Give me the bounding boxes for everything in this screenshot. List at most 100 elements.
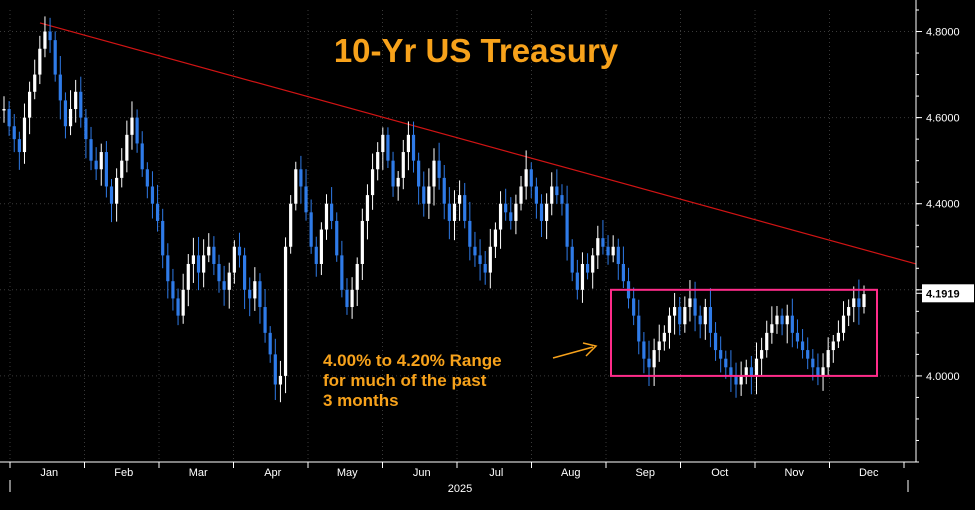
candle-body: [89, 139, 93, 161]
candle-body: [698, 315, 702, 325]
candle-body: [115, 177, 119, 204]
candle-body: [637, 315, 641, 342]
candle-body: [232, 246, 236, 273]
candle-body: [683, 307, 687, 325]
candle-body: [22, 117, 27, 153]
candle-body: [708, 307, 713, 333]
range-box-layer: [610, 288, 878, 377]
candle-body: [196, 255, 201, 273]
candle-body: [713, 332, 718, 351]
candle-body: [314, 246, 318, 264]
candle-body: [857, 298, 861, 308]
candle-body: [53, 40, 57, 75]
candle-body: [17, 139, 21, 153]
chart-title: 10-Yr US Treasury: [334, 32, 619, 69]
candle-body: [529, 169, 533, 187]
candle-body: [381, 134, 385, 153]
candle-body: [283, 246, 288, 376]
candle-body: [140, 143, 144, 170]
candle-body: [84, 117, 88, 140]
candle-body: [724, 358, 728, 368]
candle-body: [678, 307, 682, 325]
x-tick-label: Jan: [40, 467, 58, 479]
y-tick-label: 4.6000: [926, 113, 960, 125]
candle-body: [130, 117, 134, 135]
candle-body: [754, 358, 759, 376]
candle-body: [539, 203, 544, 221]
candle-body: [457, 195, 462, 204]
annotation-arrow-head: [582, 342, 598, 357]
candle-body: [534, 186, 538, 204]
candle-body: [642, 341, 646, 359]
candle-body: [596, 238, 600, 256]
candle-body: [550, 186, 554, 204]
candle-body: [841, 315, 846, 333]
candle-body: [27, 91, 32, 118]
annotation-line: 4.00% to 4.20% Range: [323, 351, 502, 370]
x-tick-label: Sep: [635, 467, 655, 479]
candle-body: [504, 203, 508, 213]
candle-body: [493, 229, 498, 247]
trendline-layer: [39, 22, 917, 265]
candle-body: [79, 91, 83, 118]
candle-body: [12, 126, 16, 140]
candle-body: [166, 255, 170, 282]
axis-layer: [0, 0, 922, 492]
candle-body: [120, 160, 124, 178]
candle-body: [524, 169, 528, 187]
candle-body: [821, 367, 825, 376]
candle-body: [217, 263, 221, 282]
candle-body: [340, 255, 344, 290]
candle-body: [422, 186, 426, 204]
candle-body: [171, 281, 175, 299]
candle-body: [790, 315, 794, 333]
candle-body: [33, 74, 37, 92]
candle-body: [186, 263, 190, 290]
candle-body: [785, 315, 789, 325]
candle-body: [744, 367, 748, 376]
candle-body: [324, 203, 329, 230]
candle-body: [432, 160, 436, 187]
candle-body: [509, 212, 513, 221]
candle-body: [795, 332, 800, 342]
candle-body: [253, 281, 257, 299]
candle-body: [647, 358, 651, 368]
candle-body: [688, 298, 692, 308]
candle-body: [621, 263, 626, 282]
candle-body: [135, 117, 139, 144]
candle-body: [463, 195, 467, 221]
candle-body: [749, 367, 753, 376]
candle-body: [452, 203, 457, 221]
candle-body: [74, 91, 78, 110]
x-tick-label: Mar: [189, 467, 208, 479]
candle-body: [104, 152, 108, 187]
candle-body: [99, 152, 103, 170]
candle-body: [370, 169, 375, 196]
candle-body: [488, 246, 492, 273]
candle-body: [309, 212, 313, 247]
candle-body: [345, 289, 349, 308]
candle-body: [304, 186, 308, 213]
candle-body: [575, 272, 579, 290]
candle-body: [693, 298, 697, 316]
candle-body: [319, 229, 323, 264]
range-box: [610, 288, 878, 377]
candle-body: [176, 298, 180, 316]
candle-body: [237, 246, 242, 256]
last-value-label: 4.1919: [926, 288, 960, 300]
x-tick-label: Feb: [114, 467, 133, 479]
candle-body: [222, 281, 226, 290]
candle-body: [7, 109, 11, 127]
candle-body: [775, 315, 779, 325]
candle-body: [335, 220, 339, 256]
y-tick-label: 4.8000: [926, 27, 960, 39]
candle-body: [391, 160, 395, 187]
candle-body: [150, 186, 155, 204]
candle-body: [109, 186, 114, 204]
candle-body: [831, 341, 835, 351]
candle-body: [565, 203, 569, 247]
annotation-line: for much of the past: [323, 371, 487, 390]
candle-body: [672, 307, 677, 316]
